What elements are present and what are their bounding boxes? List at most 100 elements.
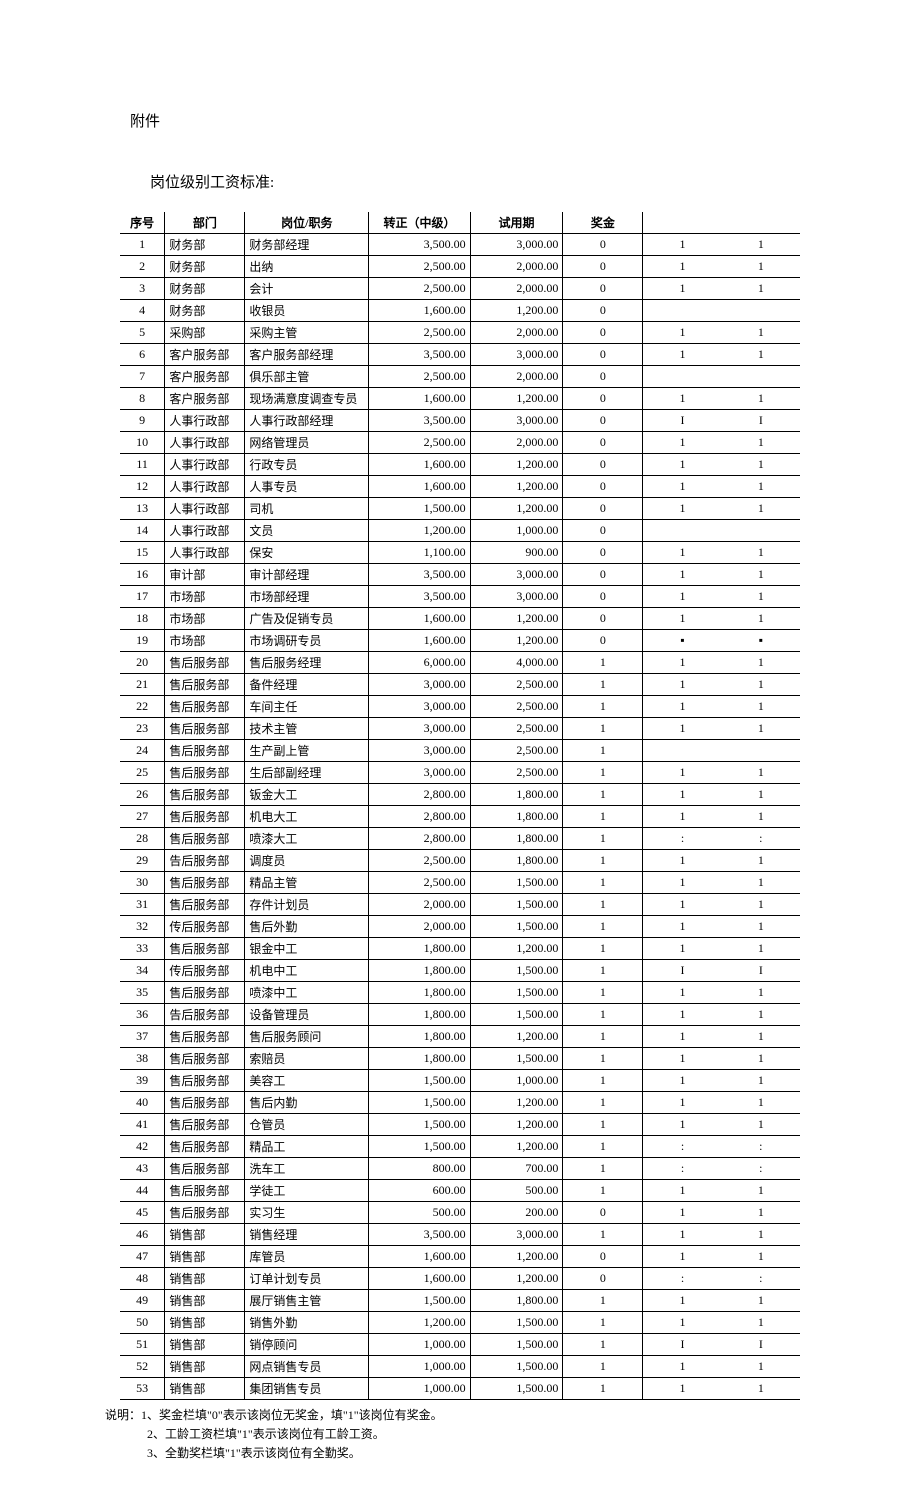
cell: 0 (563, 1268, 643, 1290)
cell: 1 (643, 234, 722, 256)
cell: 1 (722, 894, 800, 916)
table-row: 47销售部库管员1,600.001,200.00011 (120, 1246, 800, 1268)
cell: 1,500.00 (470, 1004, 563, 1026)
cell: 1 (563, 674, 643, 696)
cell: 行政专员 (245, 454, 369, 476)
cell: 1 (722, 564, 800, 586)
cell: 3,000.00 (470, 586, 563, 608)
cell: 1,800.00 (369, 1048, 470, 1070)
table-row: 27售后服务部机电大工2,800.001,800.00111 (120, 806, 800, 828)
cell: 售后服务部 (165, 806, 245, 828)
cell: 机电大工 (245, 806, 369, 828)
cell: 1 (563, 828, 643, 850)
cell: 2,500.00 (369, 366, 470, 388)
cell: 0 (563, 608, 643, 630)
table-row: 34传后服务部机电中工1,800.001,500.001II (120, 960, 800, 982)
table-row: 7客户服务部俱乐部主管2,500.002,000.000 (120, 366, 800, 388)
cell: 保安 (245, 542, 369, 564)
cell: 1 (563, 916, 643, 938)
cell: 2 (120, 256, 165, 278)
cell: 1 (722, 608, 800, 630)
cell: 51 (120, 1334, 165, 1356)
cell: 1 (643, 850, 722, 872)
cell: 1 (643, 1224, 722, 1246)
cell: 1 (643, 498, 722, 520)
table-row: 31售后服务部存件计划员2,000.001,500.00111 (120, 894, 800, 916)
cell: I (722, 1334, 800, 1356)
cell: 35 (120, 982, 165, 1004)
cell: 1 (722, 432, 800, 454)
cell: 0 (563, 344, 643, 366)
cell: 精品工 (245, 1136, 369, 1158)
cell: 人事行政部 (165, 498, 245, 520)
cell: 1,200.00 (470, 1246, 563, 1268)
cell: 1,800.00 (470, 806, 563, 828)
cell: 1 (643, 1004, 722, 1026)
cell: 0 (563, 630, 643, 652)
table-row: 12人事行政部人事专员1,600.001,200.00011 (120, 476, 800, 498)
cell: 财务部 (165, 278, 245, 300)
cell: 18 (120, 608, 165, 630)
cell: 1 (563, 850, 643, 872)
cell: 售后服务部 (165, 652, 245, 674)
cell: 网络管理员 (245, 432, 369, 454)
cell: 3,000.00 (369, 696, 470, 718)
cell: 钣金大工 (245, 784, 369, 806)
header-col6 (643, 212, 722, 234)
cell: 1 (643, 608, 722, 630)
cell: 3,000.00 (470, 564, 563, 586)
cell: 告后服务部 (165, 1004, 245, 1026)
header-regular: 转正（中级） (369, 212, 470, 234)
cell: 美容工 (245, 1070, 369, 1092)
table-row: 24售后服务部生产副上管3,000.002,500.001 (120, 740, 800, 762)
cell: 1,800.00 (470, 784, 563, 806)
cell: 2,000.00 (470, 322, 563, 344)
cell: I (722, 410, 800, 432)
cell: 市场调研专员 (245, 630, 369, 652)
cell: 1 (563, 762, 643, 784)
cell: 0 (563, 476, 643, 498)
table-row: 37售后服务部售后服务顾问1,800.001,200.00111 (120, 1026, 800, 1048)
cell: 1 (722, 762, 800, 784)
cell: 1 (563, 982, 643, 1004)
table-row: 25售后服务部生后部副经理3,000.002,500.00111 (120, 762, 800, 784)
cell: 44 (120, 1180, 165, 1202)
cell: 1 (643, 1356, 722, 1378)
cell (643, 520, 722, 542)
cell: 市场部 (165, 586, 245, 608)
cell: 1 (722, 872, 800, 894)
cell: 1 (643, 1180, 722, 1202)
cell: 1,600.00 (369, 608, 470, 630)
notes-prefix: 说明： (105, 1408, 141, 1422)
cell: 1,000.00 (369, 1334, 470, 1356)
cell: 备件经理 (245, 674, 369, 696)
cell: 1,500.00 (369, 1092, 470, 1114)
cell: 实习生 (245, 1202, 369, 1224)
cell: 1,200.00 (369, 1312, 470, 1334)
cell: 1 (722, 1070, 800, 1092)
cell: 4,000.00 (470, 652, 563, 674)
cell: 1,200.00 (470, 608, 563, 630)
cell: 3,500.00 (369, 586, 470, 608)
cell: 7 (120, 366, 165, 388)
cell: 1 (643, 344, 722, 366)
cell: 售后服务部 (165, 938, 245, 960)
cell: 1 (722, 234, 800, 256)
cell: 传后服务部 (165, 960, 245, 982)
cell: 1 (563, 1334, 643, 1356)
cell: 3,500.00 (369, 564, 470, 586)
cell: 1,600.00 (369, 1268, 470, 1290)
cell: 售后服务部 (165, 762, 245, 784)
table-row: 13人事行政部司机1,500.001,200.00011 (120, 498, 800, 520)
cell: 售后服务部 (165, 696, 245, 718)
cell: 1 (722, 1092, 800, 1114)
cell: : (643, 1136, 722, 1158)
cell: 24 (120, 740, 165, 762)
cell: 1,500.00 (369, 1070, 470, 1092)
cell: 生产副上管 (245, 740, 369, 762)
cell: 9 (120, 410, 165, 432)
cell (722, 520, 800, 542)
table-row: 18市场部广告及促销专员1,600.001,200.00011 (120, 608, 800, 630)
cell: 46 (120, 1224, 165, 1246)
cell: 索赔员 (245, 1048, 369, 1070)
